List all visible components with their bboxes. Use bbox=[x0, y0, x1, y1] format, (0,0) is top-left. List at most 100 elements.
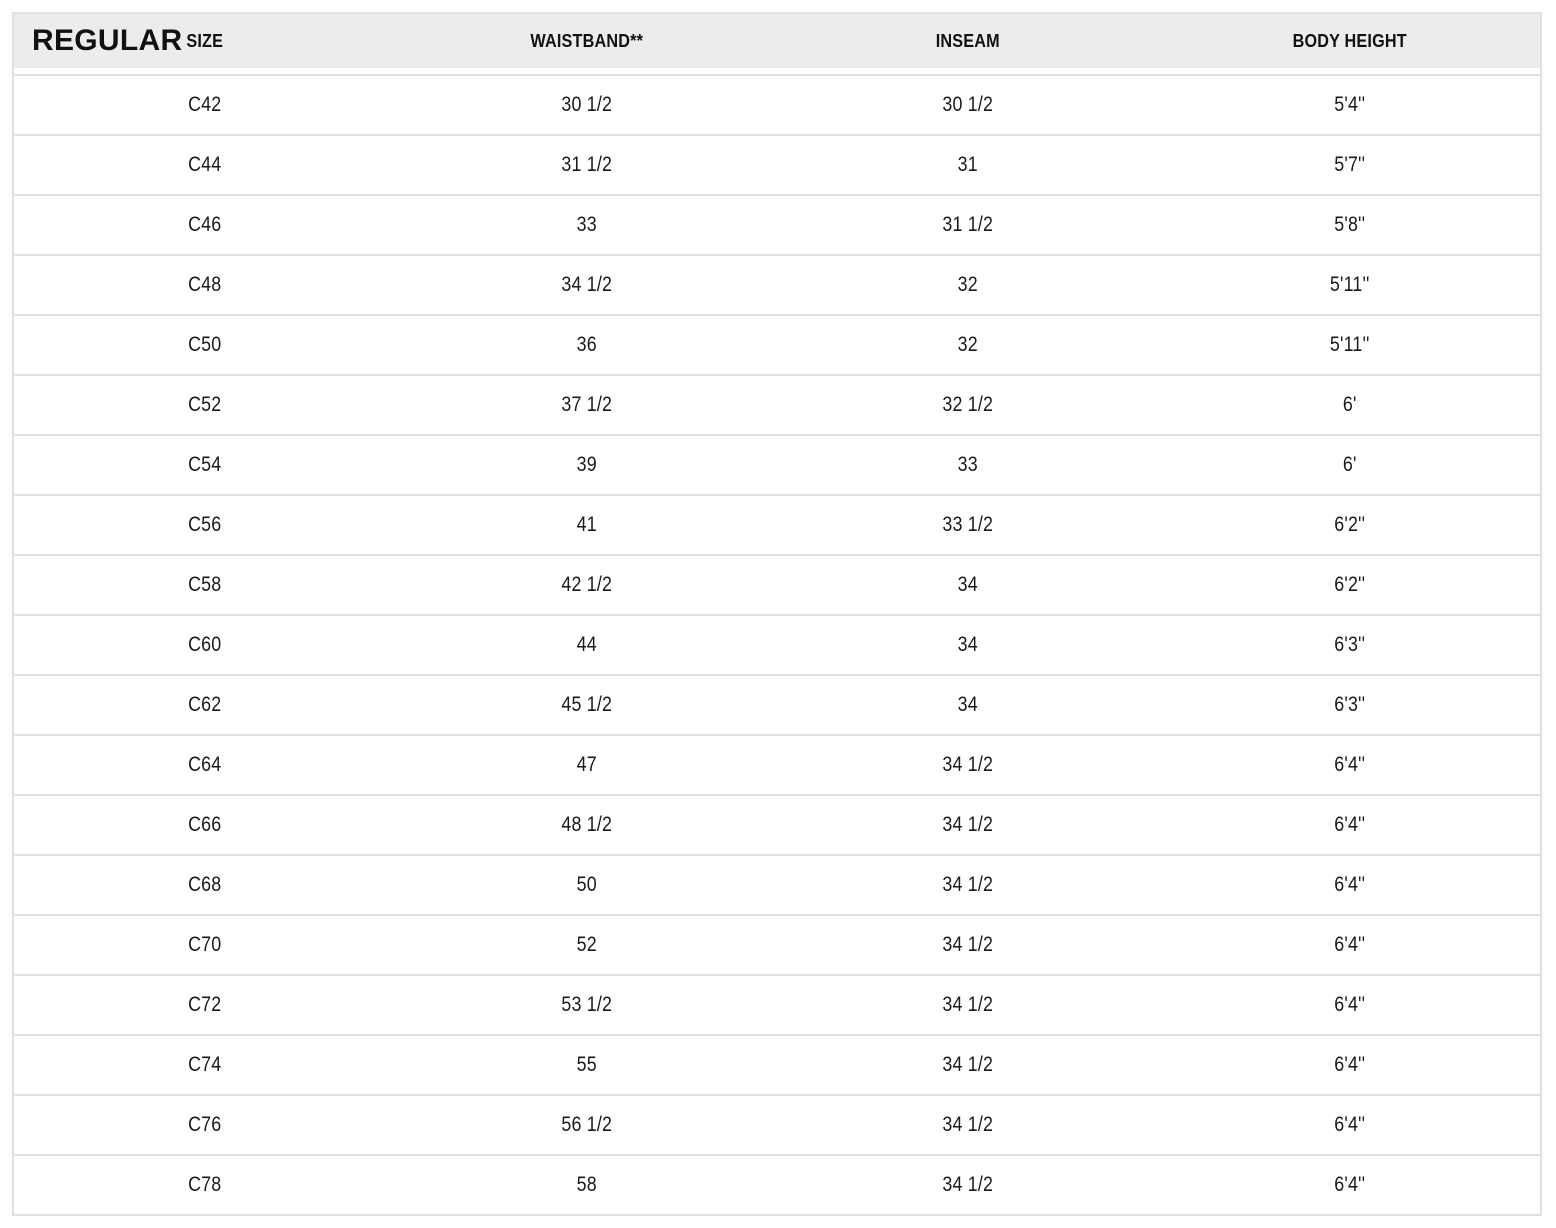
cell-waistband: 47 bbox=[576, 753, 597, 776]
cell-body-height: 5'11'' bbox=[1329, 333, 1370, 356]
cell-body-height: 5'11'' bbox=[1329, 273, 1370, 296]
table-row: C76 56 1/2 34 1/2 6'4'' bbox=[14, 1094, 1540, 1154]
cell-size: C76 bbox=[188, 1113, 222, 1136]
table-row: C78 58 34 1/2 6'4'' bbox=[14, 1154, 1540, 1214]
table-row: C74 55 34 1/2 6'4'' bbox=[14, 1034, 1540, 1094]
cell-waistband: 52 bbox=[576, 933, 597, 956]
cell-inseam: 33 1/2 bbox=[942, 513, 994, 536]
cell-body-height: 6'4'' bbox=[1333, 813, 1365, 836]
cell-body-height: 6'4'' bbox=[1333, 1053, 1365, 1076]
cell-body-height: 5'7'' bbox=[1333, 153, 1365, 176]
cell-waistband: 31 1/2 bbox=[560, 153, 612, 176]
table-row: C52 37 1/2 32 1/2 6' bbox=[14, 374, 1540, 434]
cell-inseam: 30 1/2 bbox=[942, 93, 994, 116]
table-row: C44 31 1/2 31 5'7'' bbox=[14, 134, 1540, 194]
cell-size: C62 bbox=[188, 693, 222, 716]
cell-size: C50 bbox=[188, 333, 222, 356]
cell-inseam: 34 1/2 bbox=[942, 1053, 994, 1076]
cell-size: C56 bbox=[188, 513, 222, 536]
cell-waistband: 39 bbox=[576, 453, 597, 476]
table-row: C64 47 34 1/2 6'4'' bbox=[14, 734, 1540, 794]
cell-body-height: 6'3'' bbox=[1333, 633, 1365, 656]
cell-size: C74 bbox=[188, 1053, 222, 1076]
cell-inseam: 34 bbox=[957, 573, 978, 596]
cell-waistband: 56 1/2 bbox=[560, 1113, 612, 1136]
column-header-waistband: WAISTBAND** bbox=[529, 30, 643, 51]
cell-waistband: 58 bbox=[576, 1173, 597, 1196]
cell-waistband: 42 1/2 bbox=[560, 573, 612, 596]
cell-size: C52 bbox=[188, 393, 222, 416]
table-row: C50 36 32 5'11'' bbox=[14, 314, 1540, 374]
size-chart-table: REGULAR SIZE WAISTBAND** INSEAM BODY HEI… bbox=[12, 12, 1542, 1216]
cell-waistband: 48 1/2 bbox=[560, 813, 612, 836]
cell-waistband: 45 1/2 bbox=[560, 693, 612, 716]
cell-size: C66 bbox=[188, 813, 222, 836]
cell-inseam: 34 1/2 bbox=[942, 873, 994, 896]
cell-inseam: 32 bbox=[957, 333, 978, 356]
cell-body-height: 6'4'' bbox=[1333, 753, 1365, 776]
table-row: C54 39 33 6' bbox=[14, 434, 1540, 494]
cell-inseam: 34 bbox=[957, 633, 978, 656]
cell-body-height: 6' bbox=[1342, 393, 1357, 416]
cell-size: C54 bbox=[188, 453, 222, 476]
table-row: C46 33 31 1/2 5'8'' bbox=[14, 194, 1540, 254]
table-row: C68 50 34 1/2 6'4'' bbox=[14, 854, 1540, 914]
cell-body-height: 6'4'' bbox=[1333, 1113, 1365, 1136]
cell-body-height: 6'2'' bbox=[1333, 513, 1365, 536]
cell-inseam: 34 bbox=[957, 693, 978, 716]
table-row: C62 45 1/2 34 6'3'' bbox=[14, 674, 1540, 734]
cell-inseam: 34 1/2 bbox=[942, 933, 994, 956]
column-header-size: SIZE bbox=[186, 30, 224, 51]
cell-size: C48 bbox=[188, 273, 222, 296]
cell-inseam: 34 1/2 bbox=[942, 813, 994, 836]
cell-inseam: 31 bbox=[957, 153, 978, 176]
cell-waistband: 44 bbox=[576, 633, 597, 656]
cell-size: C68 bbox=[188, 873, 222, 896]
cell-waistband: 36 bbox=[576, 333, 597, 356]
cell-body-height: 6'2'' bbox=[1333, 573, 1365, 596]
column-header-body-height: BODY HEIGHT bbox=[1292, 30, 1407, 51]
cell-size: C60 bbox=[188, 633, 222, 656]
size-chart-header-row: REGULAR SIZE WAISTBAND** INSEAM BODY HEI… bbox=[14, 14, 1540, 68]
cell-body-height: 6'3'' bbox=[1333, 693, 1365, 716]
table-row: C66 48 1/2 34 1/2 6'4'' bbox=[14, 794, 1540, 854]
table-row: C58 42 1/2 34 6'2'' bbox=[14, 554, 1540, 614]
cell-waistband: 41 bbox=[576, 513, 597, 536]
table-row: C42 30 1/2 30 1/2 5'4'' bbox=[14, 74, 1540, 134]
column-header-inseam: INSEAM bbox=[935, 30, 1000, 51]
cell-waistband: 55 bbox=[576, 1053, 597, 1076]
cell-body-height: 6'4'' bbox=[1333, 933, 1365, 956]
cell-size: C44 bbox=[188, 153, 222, 176]
cell-inseam: 34 1/2 bbox=[942, 1173, 994, 1196]
table-row: C48 34 1/2 32 5'11'' bbox=[14, 254, 1540, 314]
cell-waistband: 50 bbox=[576, 873, 597, 896]
cell-body-height: 6'4'' bbox=[1333, 1173, 1365, 1196]
cell-inseam: 32 1/2 bbox=[942, 393, 994, 416]
cell-waistband: 53 1/2 bbox=[560, 993, 612, 1016]
cell-inseam: 34 1/2 bbox=[942, 1113, 994, 1136]
cell-waistband: 37 1/2 bbox=[560, 393, 612, 416]
table-row: C56 41 33 1/2 6'2'' bbox=[14, 494, 1540, 554]
cell-body-height: 6'4'' bbox=[1333, 993, 1365, 1016]
cell-size: C58 bbox=[188, 573, 222, 596]
cell-waistband: 33 bbox=[576, 213, 597, 236]
cell-size: C78 bbox=[188, 1173, 222, 1196]
fit-label: REGULAR bbox=[32, 24, 183, 57]
cell-inseam: 33 bbox=[957, 453, 978, 476]
cell-body-height: 5'8'' bbox=[1333, 213, 1365, 236]
cell-size: C64 bbox=[188, 753, 222, 776]
cell-waistband: 30 1/2 bbox=[560, 93, 612, 116]
cell-size: C42 bbox=[188, 93, 222, 116]
table-row: C70 52 34 1/2 6'4'' bbox=[14, 914, 1540, 974]
cell-inseam: 34 1/2 bbox=[942, 753, 994, 776]
cell-body-height: 5'4'' bbox=[1333, 93, 1365, 116]
size-chart-body: C42 30 1/2 30 1/2 5'4'' C44 31 1/2 31 5'… bbox=[14, 74, 1540, 1214]
cell-waistband: 34 1/2 bbox=[560, 273, 612, 296]
cell-inseam: 31 1/2 bbox=[942, 213, 994, 236]
cell-inseam: 32 bbox=[957, 273, 978, 296]
cell-body-height: 6'4'' bbox=[1333, 873, 1365, 896]
cell-inseam: 34 1/2 bbox=[942, 993, 994, 1016]
cell-size: C46 bbox=[188, 213, 222, 236]
table-row: C72 53 1/2 34 1/2 6'4'' bbox=[14, 974, 1540, 1034]
cell-size: C70 bbox=[188, 933, 222, 956]
